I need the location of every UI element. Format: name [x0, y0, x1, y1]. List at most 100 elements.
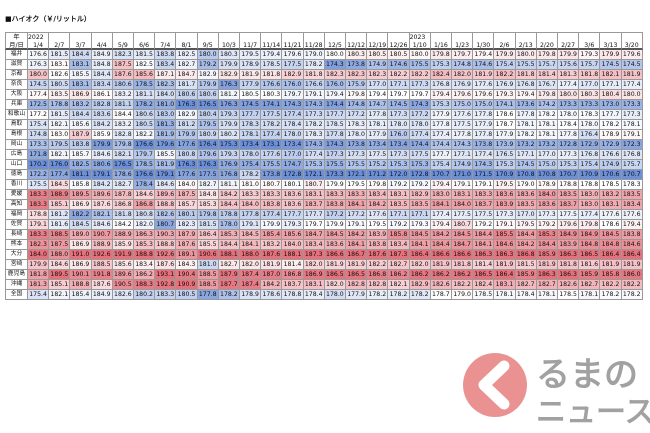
price-cell: 175.4: [28, 120, 50, 130]
price-cell: 186.2: [409, 270, 431, 280]
price-cell: 177.5: [452, 120, 474, 130]
price-cell: 184.5: [409, 230, 431, 240]
price-cell: 170.9: [494, 170, 516, 180]
date-header: 12/26: [388, 41, 410, 50]
price-cell: 187.0: [261, 270, 283, 280]
price-cell: 177.9: [367, 130, 389, 140]
row-label: 高知: [5, 200, 28, 210]
price-cell: 174.7: [367, 100, 389, 110]
price-cell: 170.7: [430, 170, 452, 180]
price-cell: 180.5: [388, 50, 410, 60]
price-cell: 183.2: [112, 120, 134, 130]
price-cell: 182.7: [218, 260, 240, 270]
price-cell: 181.5: [197, 220, 219, 230]
price-cell: 177.4: [261, 130, 283, 140]
price-cell: 179.6: [473, 90, 495, 100]
price-cell: 183.4: [303, 240, 325, 250]
date-header: 12/19: [367, 41, 389, 50]
price-cell: 179.2: [536, 220, 558, 230]
price-cell: 178.1: [536, 120, 558, 130]
price-cell: 177.4: [621, 80, 643, 90]
price-cell: 179.8: [536, 50, 558, 60]
price-cell: 183.6: [91, 110, 113, 120]
price-cell: 175.3: [409, 160, 431, 170]
price-cell: 176.4: [197, 140, 219, 150]
price-cell: 185.3: [134, 240, 156, 250]
year-label: [155, 32, 177, 41]
price-cell: 181.5: [49, 50, 71, 60]
price-cell: 186.8: [282, 270, 304, 280]
price-cell: 173.0: [600, 100, 622, 110]
date-header: 3/7: [70, 41, 92, 50]
price-cell: 178.2: [621, 290, 643, 300]
price-cell: 188.1: [218, 250, 240, 260]
price-cell: 179.8: [536, 90, 558, 100]
price-cell: 178.2: [600, 120, 622, 130]
price-cell: 181.4: [473, 260, 495, 270]
price-cell: 186.5: [346, 270, 368, 280]
price-cell: 184.6: [155, 180, 177, 190]
price-cell: 184.1: [473, 240, 495, 250]
price-cell: 180.6: [197, 90, 219, 100]
price-cell: 178.8: [579, 180, 601, 190]
row-label: 長崎: [5, 230, 28, 240]
price-cell: 181.9: [346, 260, 368, 270]
price-cell: 176.0: [282, 80, 304, 90]
price-cell: 186.4: [600, 250, 622, 260]
price-cell: 184.1: [409, 240, 431, 250]
price-cell: 175.3: [430, 60, 452, 70]
price-cell: 172.8: [282, 170, 304, 180]
price-cell: 184.1: [346, 240, 368, 250]
price-cell: 173.1: [261, 140, 283, 150]
row-label: 福岡: [5, 210, 28, 220]
price-cell: 181.9: [155, 130, 177, 140]
price-cell: 177.2: [28, 110, 50, 120]
price-cell: 177.9: [473, 120, 495, 130]
price-cell: 179.2: [473, 220, 495, 230]
price-cell: 185.6: [134, 70, 156, 80]
price-cell: 171.5: [473, 170, 495, 180]
row-label: 大阪: [5, 90, 28, 100]
price-cell: 178.0: [409, 120, 431, 130]
price-cell: 179.8: [197, 210, 219, 220]
price-cell: 174.3: [324, 140, 346, 150]
price-cell: 183.6: [324, 240, 346, 250]
row-label: 徳島: [5, 170, 28, 180]
price-cell: 183.1: [303, 190, 325, 200]
price-cell: 178.2: [240, 170, 262, 180]
price-cell: 192.6: [155, 250, 177, 260]
price-cell: 187.1: [155, 70, 177, 80]
price-cell: 177.4: [28, 90, 50, 100]
price-cell: 178.2: [303, 60, 325, 70]
price-cell: 177.8: [240, 210, 262, 220]
year-label: 2022: [28, 32, 50, 41]
price-cell: 175.5: [261, 160, 283, 170]
price-cell: 181.1: [112, 100, 134, 110]
price-cell: 182.0: [303, 260, 325, 270]
row-label: 沖縄: [5, 280, 28, 290]
price-cell: 179.7: [388, 90, 410, 100]
price-cell: 184.2: [112, 220, 134, 230]
price-cell: 187.5: [112, 60, 134, 70]
price-cell: 176.8: [218, 170, 240, 180]
date-header: 3/20: [621, 41, 643, 50]
price-cell: 185.9: [515, 270, 537, 280]
price-cell: 174.3: [452, 140, 474, 150]
price-cell: 179.1: [28, 220, 50, 230]
price-cell: 191.8: [91, 270, 113, 280]
price-cell: 185.6: [112, 260, 134, 270]
price-cell: 188.9: [112, 230, 134, 240]
price-cell: 180.0: [409, 50, 431, 60]
price-cell: 182.7: [536, 280, 558, 290]
price-cell: 175.0: [452, 100, 474, 110]
price-cell: 177.1: [452, 150, 474, 160]
price-cell: 181.9: [494, 260, 516, 270]
price-cell: 176.6: [303, 80, 325, 90]
price-cell: 184.4: [218, 200, 240, 210]
price-cell: 184.2: [261, 280, 283, 290]
price-cell: 181.3: [28, 280, 50, 290]
row-label: 宮崎: [5, 260, 28, 270]
price-cell: 179.9: [494, 50, 516, 60]
price-cell: 176.0: [324, 80, 346, 90]
price-cell: 177.3: [324, 150, 346, 160]
